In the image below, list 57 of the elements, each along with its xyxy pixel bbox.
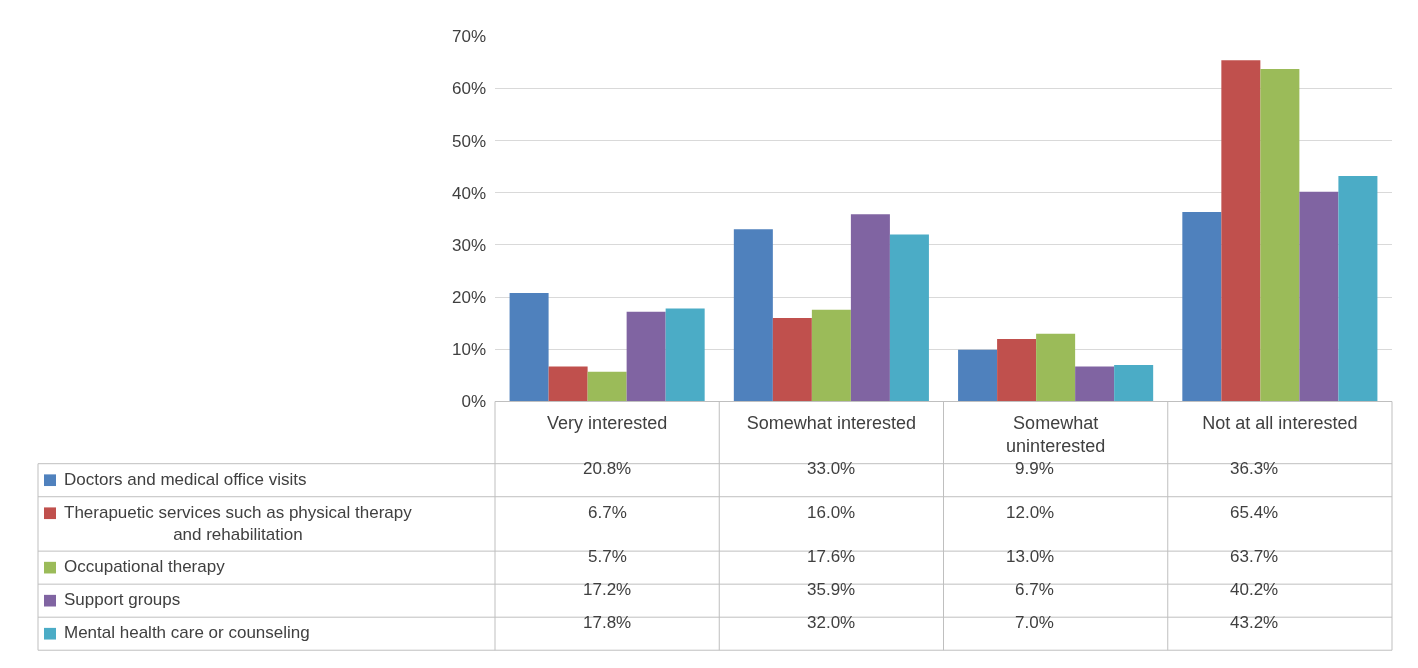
bar (587, 371, 627, 402)
data-label: 35.9% (807, 580, 856, 599)
bar (772, 318, 812, 402)
bar (1221, 60, 1261, 402)
y-tick-label: 40% (451, 183, 486, 203)
y-tick-label: 20% (451, 288, 486, 308)
y-tick-label: 10% (451, 340, 486, 360)
bar (811, 309, 851, 402)
data-label: 9.9% (1015, 459, 1054, 478)
bar (1075, 366, 1115, 402)
data-label: 17.6% (807, 547, 856, 566)
y-tick-label: 30% (451, 235, 486, 255)
data-label: 6.7% (588, 503, 627, 522)
data-label: 17.2% (583, 580, 632, 599)
data-label: 32.0% (807, 613, 856, 632)
data-label: 5.7% (588, 547, 627, 566)
data-label: 6.7% (1015, 580, 1054, 599)
legend-label: Therapuetic services such as physical therapy and rehabilitation (64, 503, 413, 545)
bar (626, 311, 666, 402)
data-label: 20.8% (583, 459, 632, 478)
y-tick-label: 60% (451, 79, 486, 99)
bar (889, 234, 929, 402)
data-label: 40.2% (1230, 580, 1279, 599)
bar (1260, 69, 1300, 402)
x-tick-label: Somewhat interested (746, 412, 916, 433)
bar (1338, 176, 1378, 402)
bar (850, 214, 890, 402)
data-label: 7.0% (1015, 613, 1054, 632)
bar (548, 366, 588, 402)
bar (958, 349, 998, 402)
data-label: 13.0% (1006, 547, 1055, 566)
y-tick-label: 70% (451, 27, 486, 47)
y-tick-label: 0% (461, 392, 486, 412)
data-label: 16.0% (807, 503, 856, 522)
data-label: 63.7% (1230, 547, 1279, 566)
data-label: 65.4% (1230, 503, 1279, 522)
bar (1182, 212, 1222, 402)
legend-label: Doctors and medical office visits (64, 470, 307, 489)
data-label: 12.0% (1006, 503, 1055, 522)
data-label: 17.8% (583, 613, 632, 632)
data-label: 43.2% (1230, 613, 1279, 632)
y-tick-label: 50% (451, 131, 486, 151)
bar (733, 229, 773, 402)
legend-label: Mental health care or counseling (64, 623, 310, 642)
bar (665, 308, 705, 402)
legend-label: Occupational therapy (64, 557, 226, 576)
bar (1114, 364, 1154, 402)
x-tick-label: Somewhat uninterested (1006, 412, 1106, 456)
x-tick-label: Very interested (547, 412, 668, 433)
bar (997, 338, 1037, 402)
data-label: 36.3% (1230, 459, 1279, 478)
x-tick-label: Not at all interested (1202, 412, 1358, 433)
bar (1299, 191, 1339, 402)
data-label: 33.0% (807, 459, 856, 478)
bar (1036, 333, 1076, 402)
legend-label: Support groups (64, 590, 181, 609)
bar (509, 292, 549, 402)
